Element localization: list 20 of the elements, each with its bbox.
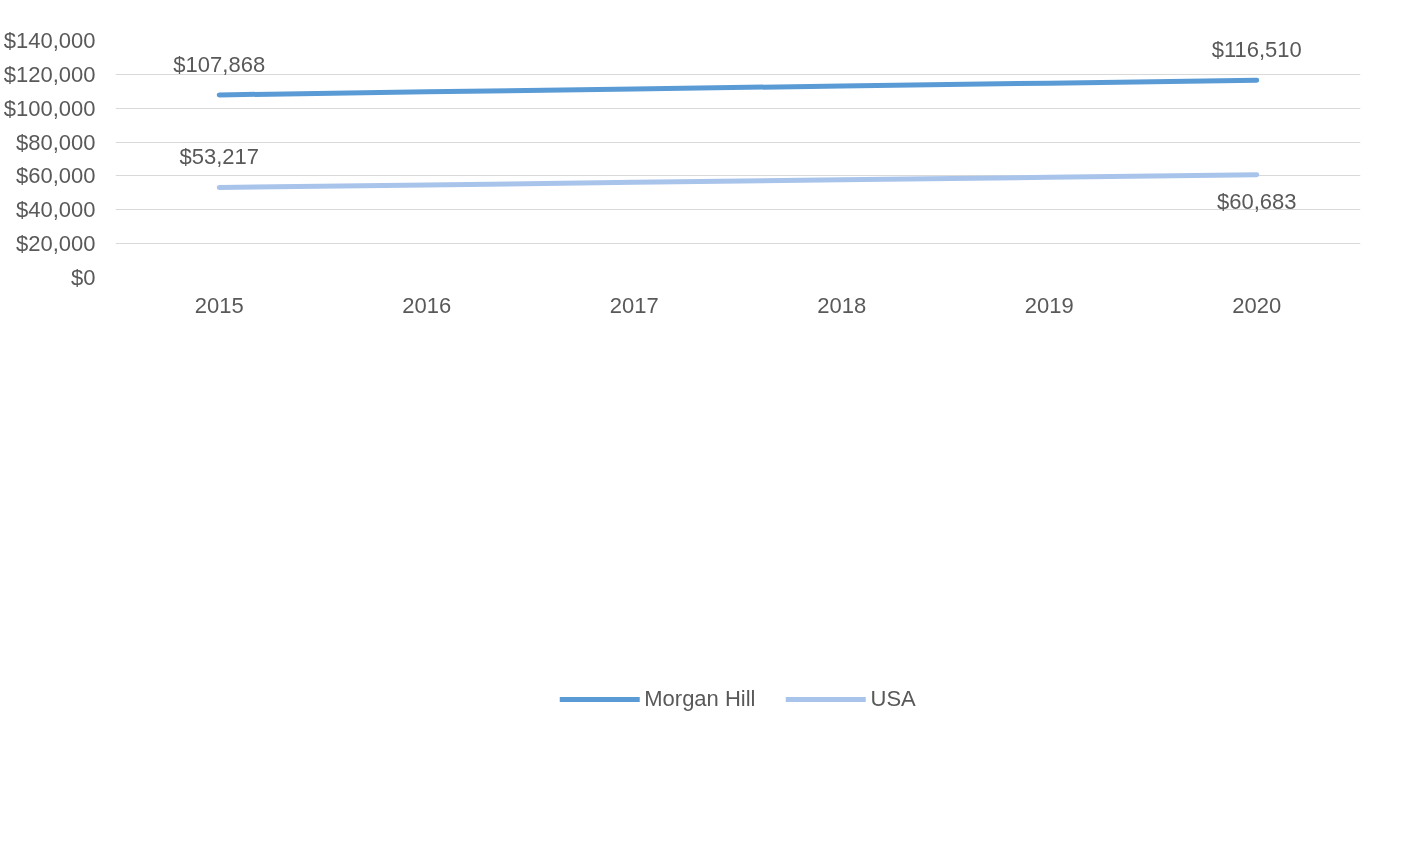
y-tick-label: $40,000 bbox=[15, 197, 96, 223]
data-label: $53,217 bbox=[179, 144, 260, 170]
x-tick-label: 2020 bbox=[1232, 292, 1282, 318]
y-tick-label: $20,000 bbox=[15, 231, 96, 257]
data-label: $107,868 bbox=[173, 51, 266, 77]
y-tick-label: $60,000 bbox=[15, 163, 96, 189]
x-tick-label: 2016 bbox=[402, 292, 452, 318]
x-tick-label: 2015 bbox=[194, 292, 244, 318]
data-label: $60,683 bbox=[1216, 188, 1297, 214]
x-tick-label: 2019 bbox=[1024, 292, 1074, 318]
y-tick-label: $80,000 bbox=[15, 129, 96, 155]
y-tick-label: $100,000 bbox=[3, 95, 96, 121]
y-tick-label: $120,000 bbox=[3, 61, 96, 87]
x-tick-label: 2017 bbox=[609, 292, 659, 318]
legend-label: USA bbox=[870, 685, 916, 712]
y-tick-label: $0 bbox=[71, 265, 96, 290]
data-label: $116,510 bbox=[1211, 37, 1302, 63]
y-tick-label: $140,000 bbox=[3, 28, 96, 53]
legend-label: Morgan Hill bbox=[644, 685, 756, 712]
x-tick-label: 2018 bbox=[817, 292, 867, 318]
